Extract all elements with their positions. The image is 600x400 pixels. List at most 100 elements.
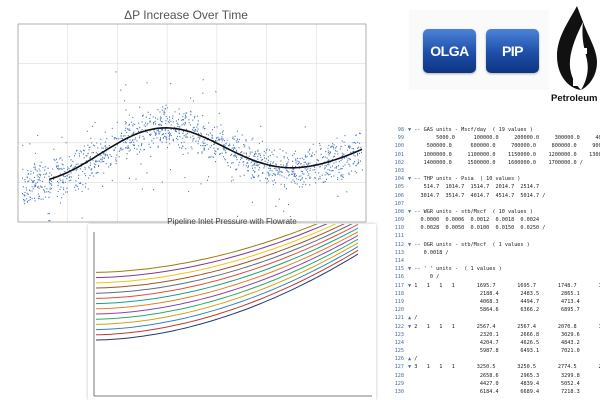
scatter-point: [51, 184, 53, 186]
pip-logo: PIP: [486, 29, 539, 73]
scatter-point: [334, 153, 336, 155]
fold-toggle-icon[interactable]: ▼: [408, 176, 412, 183]
scatter-point: [298, 161, 300, 163]
pressure-curve-line: [95, 246, 359, 331]
scatter-point: [294, 176, 296, 178]
scatter-point: [290, 181, 292, 183]
scatter-point: [159, 111, 161, 113]
scatter-point: [40, 186, 42, 188]
scatter-point: [348, 163, 350, 165]
fold-toggle-icon[interactable]: ▼: [408, 127, 412, 133]
scatter-point: [163, 135, 165, 137]
scatter-point: [149, 117, 151, 119]
fold-toggle-icon[interactable]: ▲: [408, 356, 412, 363]
scatter-point: [26, 198, 28, 200]
scatter-point: [74, 153, 76, 155]
scatter-point: [127, 138, 129, 140]
code-text: 1 1 1 1 1695.7 1695.7 1748.7 1392.0: [411, 282, 600, 289]
scatter-point: [243, 146, 245, 148]
scatter-point: [230, 166, 231, 168]
scatter-point: [310, 155, 312, 158]
code-text: 1400000.0 1500000.0 1600000.0 1700000.0 …: [411, 159, 583, 166]
scatter-point: [301, 178, 303, 180]
scatter-point: [324, 156, 326, 158]
scatter-point: [35, 185, 37, 188]
scatter-point: [236, 168, 238, 170]
scatter-point: [127, 128, 128, 130]
scatter-point: [328, 154, 330, 156]
scatter-point: [167, 130, 169, 132]
scatter-point: [258, 142, 260, 144]
scatter-point: [125, 123, 127, 125]
scatter-point: [261, 172, 263, 174]
scatter-point: [143, 138, 145, 140]
scatter-point: [132, 133, 134, 135]
scatter-point: [240, 158, 242, 161]
scatter-point: [70, 165, 72, 167]
scatter-point: [329, 151, 331, 153]
code-text: 0.0000 0.0006 0.0012 0.0018 0.0024: [411, 217, 540, 224]
scatter-point: [194, 117, 195, 119]
line-number: 99: [397, 135, 404, 142]
scatter-point: [59, 158, 61, 160]
fold-toggle-icon[interactable]: ▼: [408, 266, 412, 273]
scatter-point: [306, 155, 308, 157]
scatter-point: [280, 170, 282, 173]
scatter-point: [314, 177, 316, 179]
scatter-point: [85, 183, 87, 185]
scatter-point: [64, 171, 66, 173]
fold-toggle-icon[interactable]: ▼: [408, 364, 412, 371]
fold-toggle-icon[interactable]: ▲: [408, 315, 412, 322]
scatter-point: [303, 164, 305, 166]
scatter-point: [346, 149, 348, 151]
scatter-point: [160, 121, 162, 123]
scatter-point: [322, 181, 324, 184]
scatter-point: [268, 167, 270, 169]
scatter-point: [260, 159, 262, 161]
scatter-point: [274, 179, 275, 181]
scatter-point: [334, 155, 335, 157]
scatter-point: [25, 187, 27, 189]
scatter-point: [184, 122, 186, 125]
line-number: 117: [394, 282, 404, 289]
scatter-point: [48, 182, 50, 184]
scatter-point: [35, 185, 36, 187]
scatter-point: [114, 137, 116, 139]
scatter-point: [221, 136, 223, 138]
scatter-point: [141, 129, 143, 131]
scatter-point: [315, 182, 317, 184]
scatter-point: [207, 179, 208, 181]
scatter-point: [322, 156, 324, 158]
scatter-point: [88, 146, 90, 149]
scatter-point: [280, 183, 282, 185]
scatter-point: [140, 163, 142, 165]
scatter-point: [34, 197, 36, 199]
scatter-point: [184, 121, 186, 123]
scatter-point: [307, 174, 309, 177]
code-line: 119 4068.3 4494.7 4713.4 4935.9: [386, 298, 600, 306]
code-line: 118 2188.4 2483.5 2865.1 3255.1: [386, 290, 600, 298]
scatter-point: [352, 142, 354, 144]
scatter-point: [201, 133, 203, 135]
scatter-point: [279, 148, 281, 150]
scatter-point: [251, 165, 253, 167]
scatter-point: [266, 158, 268, 160]
scatter-point: [167, 132, 169, 134]
scatter-point: [237, 138, 238, 140]
fold-toggle-icon[interactable]: ▼: [408, 208, 412, 215]
scatter-point: [293, 174, 295, 176]
scatter-point: [51, 180, 52, 182]
scatter-point: [162, 133, 164, 135]
scatter-point: [94, 121, 96, 124]
scatter-point: [126, 147, 128, 150]
scatter-point: [254, 167, 256, 169]
scatter-point: [62, 175, 64, 177]
fold-toggle-icon[interactable]: ▼: [408, 282, 412, 289]
olga-logo: OLGA: [423, 29, 476, 73]
fold-toggle-icon[interactable]: ▼: [408, 323, 412, 330]
fold-toggle-icon[interactable]: ▼: [408, 241, 412, 248]
scatter-point: [102, 160, 104, 163]
scatter-point: [249, 151, 251, 153]
scatter-point: [228, 144, 230, 147]
scatter-point: [309, 153, 311, 155]
